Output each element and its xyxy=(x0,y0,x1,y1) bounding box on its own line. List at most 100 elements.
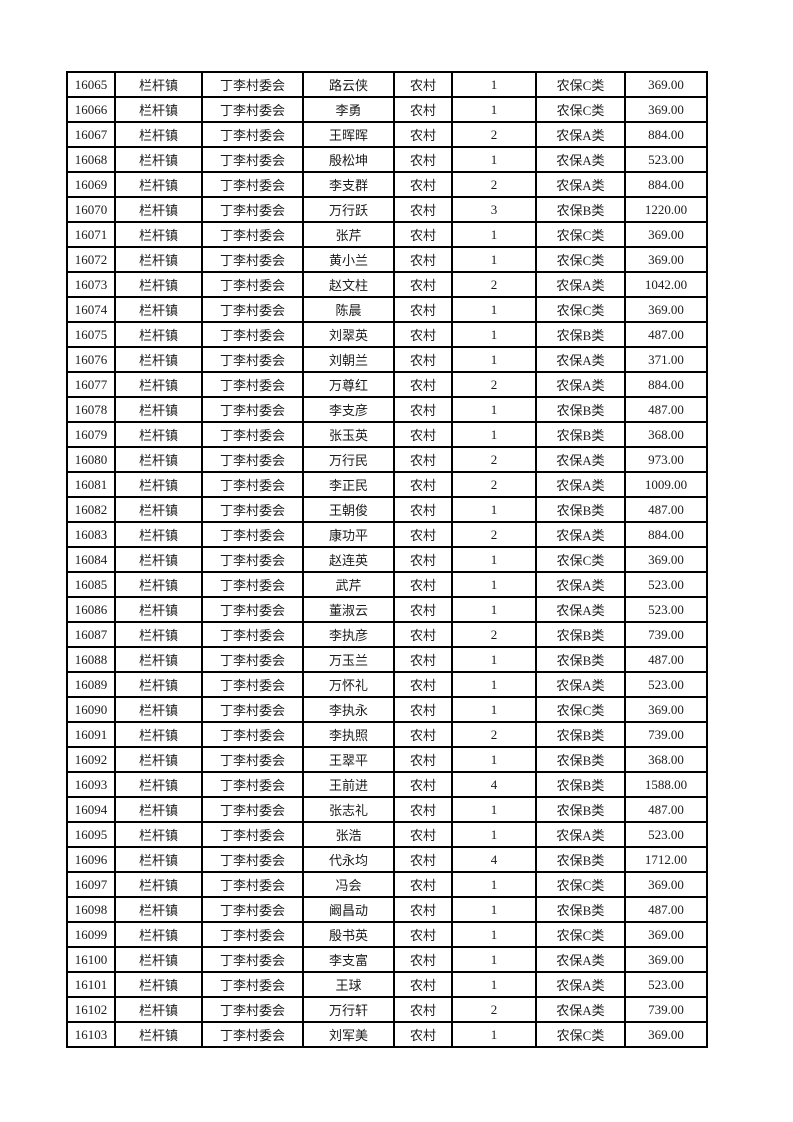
cell-serial: 16103 xyxy=(67,1022,115,1047)
cell-amount: 369.00 xyxy=(625,547,707,572)
cell-name: 王前进 xyxy=(303,772,394,797)
cell-type: 农保B类 xyxy=(536,397,625,422)
cell-type: 农保B类 xyxy=(536,197,625,222)
cell-name: 李支彦 xyxy=(303,397,394,422)
cell-village: 丁李村委会 xyxy=(202,297,303,322)
table-row: 16071 栏杆镇 丁李村委会 张芹 农村 1 农保C类 369.00 xyxy=(67,222,707,247)
cell-amount: 487.00 xyxy=(625,797,707,822)
cell-name: 王晖晖 xyxy=(303,122,394,147)
table-row: 16100 栏杆镇 丁李村委会 李支富 农村 1 农保A类 369.00 xyxy=(67,947,707,972)
cell-serial: 16080 xyxy=(67,447,115,472)
cell-name: 黄小兰 xyxy=(303,247,394,272)
table-row: 16093 栏杆镇 丁李村委会 王前进 农村 4 农保B类 1588.00 xyxy=(67,772,707,797)
cell-town: 栏杆镇 xyxy=(115,497,202,522)
table-row: 16068 栏杆镇 丁李村委会 殷松坤 农村 1 农保A类 523.00 xyxy=(67,147,707,172)
cell-town: 栏杆镇 xyxy=(115,172,202,197)
cell-amount: 368.00 xyxy=(625,422,707,447)
cell-town: 栏杆镇 xyxy=(115,197,202,222)
cell-amount: 487.00 xyxy=(625,647,707,672)
cell-serial: 16094 xyxy=(67,797,115,822)
cell-count: 2 xyxy=(452,272,536,297)
cell-name: 冯会 xyxy=(303,872,394,897)
cell-count: 2 xyxy=(452,997,536,1022)
cell-name: 万尊红 xyxy=(303,372,394,397)
cell-amount: 369.00 xyxy=(625,697,707,722)
cell-count: 1 xyxy=(452,972,536,997)
cell-serial: 16098 xyxy=(67,897,115,922)
cell-type: 农保B类 xyxy=(536,497,625,522)
cell-count: 1 xyxy=(452,647,536,672)
cell-count: 1 xyxy=(452,872,536,897)
cell-town: 栏杆镇 xyxy=(115,147,202,172)
cell-type: 农保C类 xyxy=(536,1022,625,1047)
cell-name: 刘朝兰 xyxy=(303,347,394,372)
cell-category: 农村 xyxy=(394,497,452,522)
table-row: 16102 栏杆镇 丁李村委会 万行轩 农村 2 农保A类 739.00 xyxy=(67,997,707,1022)
cell-name: 李支群 xyxy=(303,172,394,197)
cell-amount: 371.00 xyxy=(625,347,707,372)
cell-town: 栏杆镇 xyxy=(115,947,202,972)
cell-village: 丁李村委会 xyxy=(202,672,303,697)
cell-name: 王翠平 xyxy=(303,747,394,772)
cell-type: 农保C类 xyxy=(536,922,625,947)
cell-type: 农保B类 xyxy=(536,747,625,772)
cell-village: 丁李村委会 xyxy=(202,897,303,922)
table-row: 16079 栏杆镇 丁李村委会 张玉英 农村 1 农保B类 368.00 xyxy=(67,422,707,447)
table-row: 16082 栏杆镇 丁李村委会 王朝俊 农村 1 农保B类 487.00 xyxy=(67,497,707,522)
cell-category: 农村 xyxy=(394,122,452,147)
table-row: 16073 栏杆镇 丁李村委会 赵文柱 农村 2 农保A类 1042.00 xyxy=(67,272,707,297)
cell-type: 农保A类 xyxy=(536,272,625,297)
cell-category: 农村 xyxy=(394,72,452,97)
cell-village: 丁李村委会 xyxy=(202,247,303,272)
cell-town: 栏杆镇 xyxy=(115,522,202,547)
cell-category: 农村 xyxy=(394,922,452,947)
cell-category: 农村 xyxy=(394,772,452,797)
cell-amount: 369.00 xyxy=(625,947,707,972)
cell-village: 丁李村委会 xyxy=(202,397,303,422)
cell-name: 万行轩 xyxy=(303,997,394,1022)
cell-category: 农村 xyxy=(394,797,452,822)
cell-serial: 16099 xyxy=(67,922,115,947)
cell-type: 农保B类 xyxy=(536,322,625,347)
cell-town: 栏杆镇 xyxy=(115,822,202,847)
cell-serial: 16073 xyxy=(67,272,115,297)
cell-category: 农村 xyxy=(394,722,452,747)
cell-count: 4 xyxy=(452,772,536,797)
cell-type: 农保A类 xyxy=(536,597,625,622)
cell-village: 丁李村委会 xyxy=(202,572,303,597)
cell-town: 栏杆镇 xyxy=(115,847,202,872)
cell-village: 丁李村委会 xyxy=(202,372,303,397)
cell-count: 2 xyxy=(452,622,536,647)
table-row: 16078 栏杆镇 丁李村委会 李支彦 农村 1 农保B类 487.00 xyxy=(67,397,707,422)
cell-type: 农保A类 xyxy=(536,997,625,1022)
cell-village: 丁李村委会 xyxy=(202,72,303,97)
cell-type: 农保A类 xyxy=(536,947,625,972)
cell-amount: 1588.00 xyxy=(625,772,707,797)
cell-amount: 369.00 xyxy=(625,297,707,322)
cell-amount: 369.00 xyxy=(625,247,707,272)
table-row: 16065 栏杆镇 丁李村委会 路云侠 农村 1 农保C类 369.00 xyxy=(67,72,707,97)
cell-type: 农保B类 xyxy=(536,797,625,822)
cell-village: 丁李村委会 xyxy=(202,822,303,847)
cell-serial: 16072 xyxy=(67,247,115,272)
cell-category: 农村 xyxy=(394,622,452,647)
cell-category: 农村 xyxy=(394,972,452,997)
cell-town: 栏杆镇 xyxy=(115,597,202,622)
cell-town: 栏杆镇 xyxy=(115,347,202,372)
cell-town: 栏杆镇 xyxy=(115,222,202,247)
cell-town: 栏杆镇 xyxy=(115,572,202,597)
table-row: 16090 栏杆镇 丁李村委会 李执永 农村 1 农保C类 369.00 xyxy=(67,697,707,722)
table-row: 16096 栏杆镇 丁李村委会 代永均 农村 4 农保B类 1712.00 xyxy=(67,847,707,872)
cell-name: 董淑云 xyxy=(303,597,394,622)
cell-village: 丁李村委会 xyxy=(202,547,303,572)
cell-type: 农保A类 xyxy=(536,347,625,372)
table-row: 16081 栏杆镇 丁李村委会 李正民 农村 2 农保A类 1009.00 xyxy=(67,472,707,497)
cell-type: 农保B类 xyxy=(536,622,625,647)
cell-town: 栏杆镇 xyxy=(115,622,202,647)
cell-amount: 884.00 xyxy=(625,122,707,147)
cell-village: 丁李村委会 xyxy=(202,122,303,147)
table-row: 16089 栏杆镇 丁李村委会 万怀礼 农村 1 农保A类 523.00 xyxy=(67,672,707,697)
cell-name: 李执彦 xyxy=(303,622,394,647)
cell-count: 1 xyxy=(452,1022,536,1047)
cell-village: 丁李村委会 xyxy=(202,647,303,672)
